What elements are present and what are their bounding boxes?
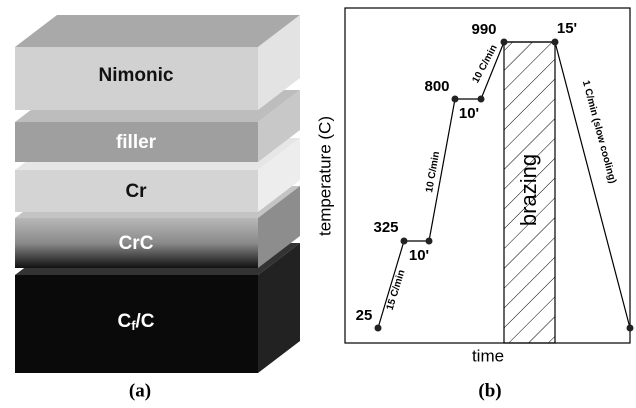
profile-point <box>401 238 408 245</box>
layer-label: filler <box>116 132 157 153</box>
hold-label: 10' <box>409 247 429 264</box>
profile-point <box>627 325 634 332</box>
temperature-label: 800 <box>424 78 449 95</box>
layer-label: Nimonic <box>99 65 174 86</box>
layer-label: Cr <box>125 181 147 202</box>
layer-label-rest: /C <box>136 311 155 332</box>
cycle-chart: 25 325 800 990 10' 10' 15' 15 C/min 10 C… <box>315 8 633 365</box>
layer-label-main: C <box>117 311 131 332</box>
caption-b: (b) <box>478 380 501 401</box>
profile-point <box>426 238 433 245</box>
profile-point <box>478 96 485 103</box>
region-label: brazing <box>516 154 541 226</box>
profile-point <box>501 39 508 46</box>
rate-label: 15 C/min <box>385 269 408 312</box>
layer-stack: Cf/C CrC Cr filler Nimonic <box>15 15 300 373</box>
hold-label: 15' <box>557 20 577 37</box>
rate-label: 1 C/min (slow cooling) <box>580 79 618 184</box>
page: Cf/C CrC Cr filler Nimonic (a) <box>0 0 636 408</box>
layer-label: CrC <box>119 233 154 254</box>
caption-a: (a) <box>129 380 151 401</box>
layer-nimonic: Nimonic <box>15 15 300 110</box>
y-axis-label: temperature (C) <box>315 116 334 236</box>
temperature-label: 990 <box>471 21 496 38</box>
temperature-label: 325 <box>373 219 398 236</box>
figure: Cf/C CrC Cr filler Nimonic (a) <box>0 0 636 408</box>
temperature-label: 25 <box>356 307 373 324</box>
x-axis-label: time <box>472 346 504 365</box>
layer-top <box>15 15 300 47</box>
hold-label: 10' <box>459 105 479 122</box>
layer-label: Cf/C <box>117 311 154 333</box>
profile-point <box>552 39 559 46</box>
profile-point <box>452 96 459 103</box>
profile-point <box>375 325 382 332</box>
